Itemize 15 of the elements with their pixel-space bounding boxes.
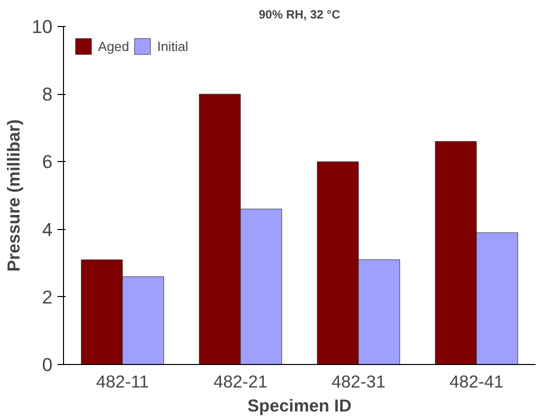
y-tick-label: 2: [42, 286, 53, 308]
x-tick-label: 482-11: [96, 372, 149, 392]
chart-title: 90% RH, 32 °C: [258, 8, 341, 22]
y-axis-title: Pressure (millibar): [4, 119, 24, 272]
x-axis-title: Specimen ID: [248, 396, 352, 416]
legend-label: Aged: [98, 38, 130, 54]
y-tick-label: 10: [32, 16, 53, 37]
y-tick-label: 6: [42, 151, 53, 172]
y-tick-label: 4: [42, 218, 53, 240]
x-tick-label: 482-41: [450, 372, 504, 392]
y-tick-label: 8: [42, 84, 53, 105]
legend-label: Initial: [157, 38, 188, 54]
x-tick-label: 482-31: [332, 372, 386, 392]
x-tick-label: 482-21: [214, 372, 268, 392]
y-tick-label: 0: [42, 354, 53, 375]
